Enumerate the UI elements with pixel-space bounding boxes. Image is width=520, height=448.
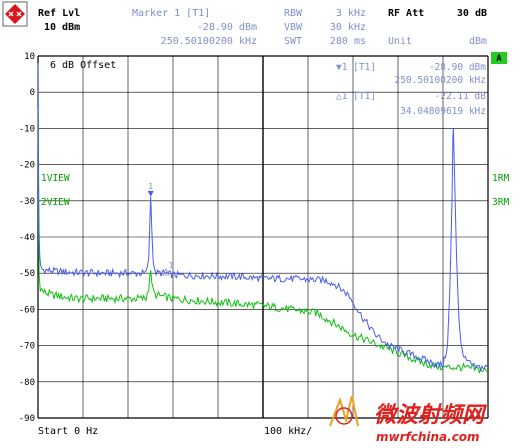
span-per-division: 100 kHz/ bbox=[264, 426, 312, 437]
marker-level: -28.90 dBm bbox=[197, 22, 257, 33]
delta-label: △1 [T1] bbox=[336, 91, 376, 102]
y-tick-label: 10 bbox=[24, 52, 35, 62]
rbw-value: 3 kHz bbox=[336, 8, 366, 19]
watermark-url: mwrfchina.com bbox=[376, 430, 480, 444]
trace-2-rm-label: 3RM bbox=[492, 197, 509, 208]
trace-1-rm-label: 1RM bbox=[492, 173, 509, 184]
marker1-frequency: 250.50100200 kHz bbox=[394, 75, 486, 86]
trace-2-line bbox=[37, 106, 489, 374]
y-tick-label: -20 bbox=[19, 161, 35, 171]
rs-logo bbox=[2, 1, 28, 27]
swt-value: 280 ms bbox=[330, 36, 366, 47]
rf-att-label: RF Att bbox=[388, 8, 424, 19]
marker-1-symbol bbox=[147, 190, 154, 197]
marker-frequency: 250.50100200 kHz bbox=[161, 36, 257, 47]
y-tick-label: -30 bbox=[19, 197, 35, 207]
trace-1-line bbox=[37, 63, 489, 373]
y-tick-label: -90 bbox=[19, 414, 35, 424]
screen-a-badge: A bbox=[491, 52, 507, 64]
trace-2-view-label: 2VIEW bbox=[41, 197, 70, 208]
ref-level-value: 10 dBm bbox=[44, 22, 80, 33]
y-tick-label: -60 bbox=[19, 305, 35, 315]
vbw-value: 30 kHz bbox=[330, 22, 366, 33]
y-tick-label: -50 bbox=[19, 269, 35, 279]
plot-grid bbox=[37, 55, 489, 419]
delta-level: -22.11 dB bbox=[435, 91, 487, 102]
marker-1-number: 1 bbox=[148, 182, 153, 191]
y-tick-label: -10 bbox=[19, 124, 35, 134]
ref-level-label: Ref Lvl bbox=[38, 8, 80, 19]
watermark-chinese: 微波射频网 bbox=[374, 403, 487, 428]
delta-frequency: 34.04809619 kHz bbox=[400, 106, 486, 117]
offset-label: 6 dB Offset bbox=[50, 60, 116, 71]
watermark: 微波射频网 mwrfchina.com bbox=[329, 395, 487, 444]
marker-group: 1 1 bbox=[147, 182, 174, 276]
y-tick-label: -70 bbox=[19, 342, 35, 352]
unit-value: dBm bbox=[469, 36, 487, 47]
rf-att-value: 30 dB bbox=[457, 8, 487, 19]
vbw-label: VBW bbox=[284, 22, 303, 33]
y-axis-ticks: 10 0 -10 -20 -30 -40 -50 -60 -70 -80 -90 bbox=[19, 52, 35, 424]
rbw-label: RBW bbox=[284, 8, 303, 19]
trace-1-view-label: 1VIEW bbox=[41, 173, 70, 184]
delta-marker-symbol bbox=[162, 268, 170, 276]
delta-marker-number: 1 bbox=[169, 261, 174, 270]
swt-label: SWT bbox=[284, 36, 302, 47]
badge-text: A bbox=[496, 54, 502, 64]
marker1-level: -28.90 dBm bbox=[429, 62, 486, 73]
marker1-label: ▼1 [T1] bbox=[336, 62, 376, 73]
y-tick-label: -80 bbox=[19, 378, 35, 388]
start-frequency: Start 0 Hz bbox=[38, 426, 98, 437]
marker-title: Marker 1 [T1] bbox=[132, 8, 210, 19]
unit-label: Unit bbox=[388, 36, 412, 47]
y-tick-label: -40 bbox=[19, 233, 35, 243]
y-tick-label: 0 bbox=[30, 88, 35, 98]
watermark-logo-icon bbox=[329, 395, 359, 427]
